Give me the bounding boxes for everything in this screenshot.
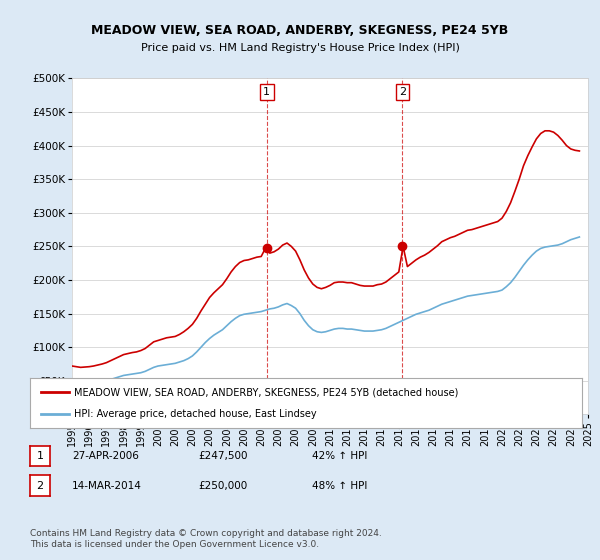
Text: 1: 1 xyxy=(37,451,43,461)
Text: 48% ↑ HPI: 48% ↑ HPI xyxy=(312,480,367,491)
Text: 2: 2 xyxy=(399,87,406,97)
Text: 14-MAR-2014: 14-MAR-2014 xyxy=(72,480,142,491)
Text: £250,000: £250,000 xyxy=(198,480,247,491)
Text: HPI: Average price, detached house, East Lindsey: HPI: Average price, detached house, East… xyxy=(74,409,317,419)
Text: 27-APR-2006: 27-APR-2006 xyxy=(72,451,139,461)
Text: 1: 1 xyxy=(263,87,270,97)
Text: MEADOW VIEW, SEA ROAD, ANDERBY, SKEGNESS, PE24 5YB: MEADOW VIEW, SEA ROAD, ANDERBY, SKEGNESS… xyxy=(91,24,509,38)
Text: £247,500: £247,500 xyxy=(198,451,248,461)
Text: 42% ↑ HPI: 42% ↑ HPI xyxy=(312,451,367,461)
Text: Contains HM Land Registry data © Crown copyright and database right 2024.
This d: Contains HM Land Registry data © Crown c… xyxy=(30,529,382,549)
Text: 2: 2 xyxy=(37,480,43,491)
Text: MEADOW VIEW, SEA ROAD, ANDERBY, SKEGNESS, PE24 5YB (detached house): MEADOW VIEW, SEA ROAD, ANDERBY, SKEGNESS… xyxy=(74,387,458,397)
Text: Price paid vs. HM Land Registry's House Price Index (HPI): Price paid vs. HM Land Registry's House … xyxy=(140,43,460,53)
